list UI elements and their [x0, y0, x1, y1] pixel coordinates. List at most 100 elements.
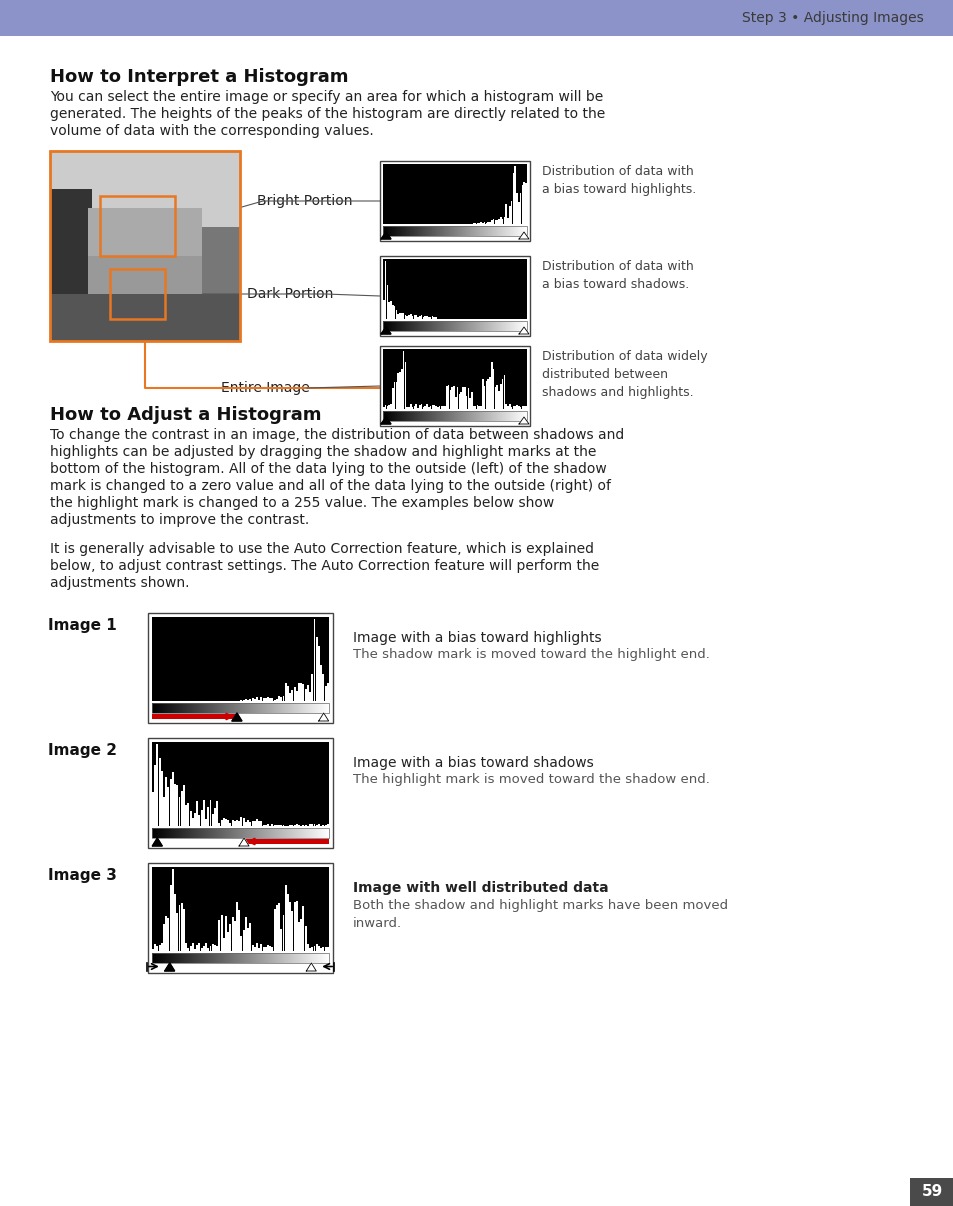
- Bar: [472, 411, 473, 421]
- Bar: [235, 820, 237, 826]
- Bar: [305, 829, 306, 838]
- Bar: [162, 703, 163, 713]
- Bar: [484, 321, 485, 330]
- Bar: [510, 321, 511, 330]
- Bar: [203, 800, 205, 826]
- Bar: [286, 953, 287, 964]
- Bar: [379, 160, 530, 241]
- Bar: [247, 829, 248, 838]
- Bar: [304, 829, 305, 838]
- Bar: [302, 953, 303, 964]
- Bar: [415, 315, 416, 320]
- Bar: [297, 683, 299, 701]
- Bar: [227, 932, 229, 952]
- Text: Dark Portion: Dark Portion: [247, 287, 333, 302]
- Bar: [477, 321, 478, 330]
- Bar: [174, 894, 176, 952]
- Bar: [291, 953, 292, 964]
- Bar: [254, 953, 255, 964]
- Bar: [202, 829, 203, 838]
- Bar: [436, 411, 437, 421]
- Bar: [379, 256, 530, 336]
- Text: the highlight mark is changed to a 255 value. The examples below show: the highlight mark is changed to a 255 v…: [50, 496, 554, 510]
- Bar: [515, 411, 516, 421]
- Bar: [249, 924, 251, 952]
- Bar: [152, 703, 329, 713]
- Bar: [169, 829, 170, 838]
- Bar: [314, 829, 315, 838]
- Text: The highlight mark is moved toward the shadow end.: The highlight mark is moved toward the s…: [353, 773, 709, 786]
- Bar: [267, 697, 269, 701]
- Bar: [404, 315, 406, 320]
- Bar: [260, 944, 262, 952]
- Bar: [152, 742, 329, 826]
- Bar: [289, 703, 290, 713]
- Bar: [384, 226, 385, 236]
- Bar: [182, 703, 183, 713]
- Bar: [507, 217, 508, 224]
- Bar: [500, 411, 501, 421]
- Bar: [210, 703, 211, 713]
- Bar: [493, 321, 494, 330]
- Bar: [385, 321, 386, 330]
- Bar: [218, 829, 219, 838]
- Bar: [243, 953, 244, 964]
- Bar: [200, 810, 202, 826]
- Bar: [267, 953, 268, 964]
- Bar: [220, 829, 221, 838]
- Bar: [384, 411, 385, 421]
- Bar: [440, 406, 442, 409]
- Bar: [458, 411, 459, 421]
- Bar: [164, 703, 165, 713]
- Bar: [175, 703, 177, 713]
- Bar: [255, 953, 256, 964]
- Bar: [257, 829, 258, 838]
- Bar: [512, 172, 514, 224]
- Bar: [220, 820, 222, 826]
- Bar: [451, 226, 452, 236]
- Bar: [471, 321, 472, 330]
- Bar: [296, 703, 297, 713]
- Bar: [153, 829, 154, 838]
- Bar: [463, 226, 464, 236]
- Bar: [157, 953, 158, 964]
- Bar: [235, 703, 236, 713]
- Bar: [437, 321, 438, 330]
- Bar: [233, 829, 234, 838]
- Bar: [516, 226, 517, 236]
- Bar: [258, 703, 260, 713]
- Bar: [517, 226, 518, 236]
- Bar: [153, 703, 154, 713]
- Bar: [386, 406, 388, 409]
- Bar: [152, 792, 153, 826]
- Text: 59: 59: [921, 1184, 942, 1200]
- Bar: [222, 703, 223, 713]
- Bar: [427, 226, 428, 236]
- Bar: [275, 699, 277, 701]
- Bar: [183, 953, 184, 964]
- Bar: [148, 863, 333, 973]
- Bar: [232, 917, 233, 952]
- Bar: [428, 321, 429, 330]
- Bar: [198, 953, 199, 964]
- Bar: [325, 953, 326, 964]
- Bar: [469, 226, 470, 236]
- Bar: [183, 909, 185, 952]
- Bar: [439, 411, 440, 421]
- Bar: [170, 953, 171, 964]
- Bar: [396, 411, 397, 421]
- Text: mark is changed to a zero value and all of the data lying to the outside (right): mark is changed to a zero value and all …: [50, 479, 610, 493]
- Bar: [412, 406, 413, 409]
- Bar: [443, 411, 444, 421]
- Bar: [165, 917, 167, 952]
- Bar: [421, 411, 422, 421]
- Bar: [239, 703, 240, 713]
- Bar: [225, 703, 226, 713]
- Bar: [154, 829, 156, 838]
- Bar: [477, 405, 479, 409]
- Bar: [384, 321, 385, 330]
- Bar: [509, 404, 510, 409]
- Bar: [252, 953, 253, 964]
- Bar: [478, 411, 479, 421]
- Bar: [258, 699, 260, 701]
